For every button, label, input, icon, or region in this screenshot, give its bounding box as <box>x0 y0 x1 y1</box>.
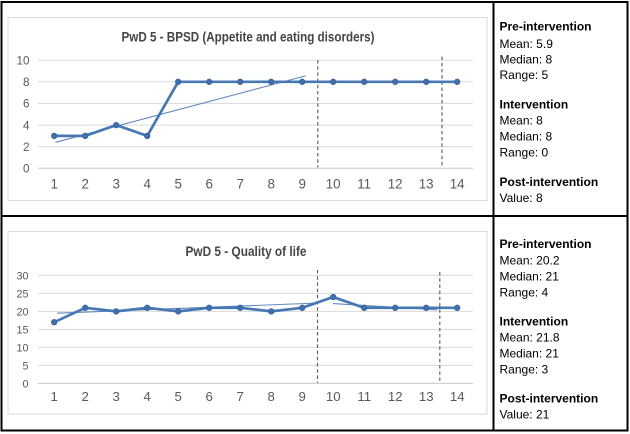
svg-text:Median: 8: Median: 8 <box>500 130 553 144</box>
svg-text:Median: 8: Median: 8 <box>500 52 553 66</box>
svg-text:13: 13 <box>419 176 434 191</box>
svg-text:0: 0 <box>22 378 28 390</box>
svg-text:Value: 21: Value: 21 <box>500 408 550 422</box>
svg-text:5: 5 <box>174 176 181 191</box>
svg-text:10: 10 <box>16 342 28 354</box>
svg-text:Range: 0: Range: 0 <box>500 145 549 159</box>
svg-text:Range: 5: Range: 5 <box>500 68 549 82</box>
svg-text:Mean: 20.2: Mean: 20.2 <box>500 253 560 267</box>
svg-text:12: 12 <box>388 176 403 191</box>
svg-text:Pre-intervention: Pre-intervention <box>500 20 592 34</box>
svg-text:12: 12 <box>388 389 403 404</box>
svg-text:6: 6 <box>205 176 212 191</box>
svg-text:25: 25 <box>16 288 28 300</box>
svg-text:Range: 3: Range: 3 <box>500 363 549 377</box>
svg-text:Value: 8: Value: 8 <box>500 191 543 205</box>
svg-text:Post-intervention: Post-intervention <box>500 175 599 189</box>
svg-text:PwD 5 - BPSD (Appetite and eat: PwD 5 - BPSD (Appetite and eating disord… <box>122 29 375 45</box>
svg-text:5: 5 <box>175 389 182 404</box>
svg-text:11: 11 <box>357 176 371 191</box>
svg-text:9: 9 <box>299 389 306 404</box>
svg-text:8: 8 <box>268 389 275 404</box>
svg-text:Mean: 21.8: Mean: 21.8 <box>500 331 560 345</box>
svg-text:13: 13 <box>419 389 434 404</box>
svg-text:10: 10 <box>326 389 341 404</box>
svg-text:20: 20 <box>16 306 28 318</box>
svg-text:5: 5 <box>22 360 28 372</box>
svg-text:Post-intervention: Post-intervention <box>500 392 599 406</box>
svg-text:PwD 5 - Quality of life: PwD 5 - Quality of life <box>186 243 307 259</box>
svg-text:10: 10 <box>16 54 30 67</box>
svg-text:4: 4 <box>143 176 151 191</box>
svg-text:4: 4 <box>23 119 30 132</box>
svg-text:14: 14 <box>450 176 465 191</box>
svg-text:15: 15 <box>16 324 28 336</box>
svg-text:0: 0 <box>23 163 30 176</box>
svg-text:30: 30 <box>16 270 28 282</box>
svg-text:Median: 21: Median: 21 <box>500 347 560 361</box>
svg-text:1: 1 <box>51 389 58 404</box>
svg-text:14: 14 <box>450 389 465 404</box>
svg-text:Mean: 5.9: Mean: 5.9 <box>500 37 554 51</box>
svg-text:6: 6 <box>23 98 30 111</box>
svg-text:Intervention: Intervention <box>500 315 569 329</box>
svg-text:2: 2 <box>23 141 30 154</box>
svg-text:Pre-intervention: Pre-intervention <box>500 237 592 251</box>
svg-text:7: 7 <box>237 389 244 404</box>
svg-text:11: 11 <box>357 389 371 404</box>
svg-text:8: 8 <box>267 176 274 191</box>
svg-text:8: 8 <box>23 76 30 89</box>
svg-text:Range: 4: Range: 4 <box>500 285 549 299</box>
svg-text:4: 4 <box>144 389 151 404</box>
svg-text:10: 10 <box>326 176 341 191</box>
svg-text:6: 6 <box>206 389 213 404</box>
svg-text:Intervention: Intervention <box>500 97 569 111</box>
svg-text:1: 1 <box>50 176 57 191</box>
svg-text:9: 9 <box>298 176 305 191</box>
svg-text:2: 2 <box>81 176 88 191</box>
svg-text:3: 3 <box>112 176 119 191</box>
svg-text:7: 7 <box>236 176 243 191</box>
svg-text:Median: 21: Median: 21 <box>500 269 560 283</box>
svg-text:Mean: 8: Mean: 8 <box>500 114 544 128</box>
svg-text:2: 2 <box>82 389 89 404</box>
svg-text:3: 3 <box>113 389 120 404</box>
